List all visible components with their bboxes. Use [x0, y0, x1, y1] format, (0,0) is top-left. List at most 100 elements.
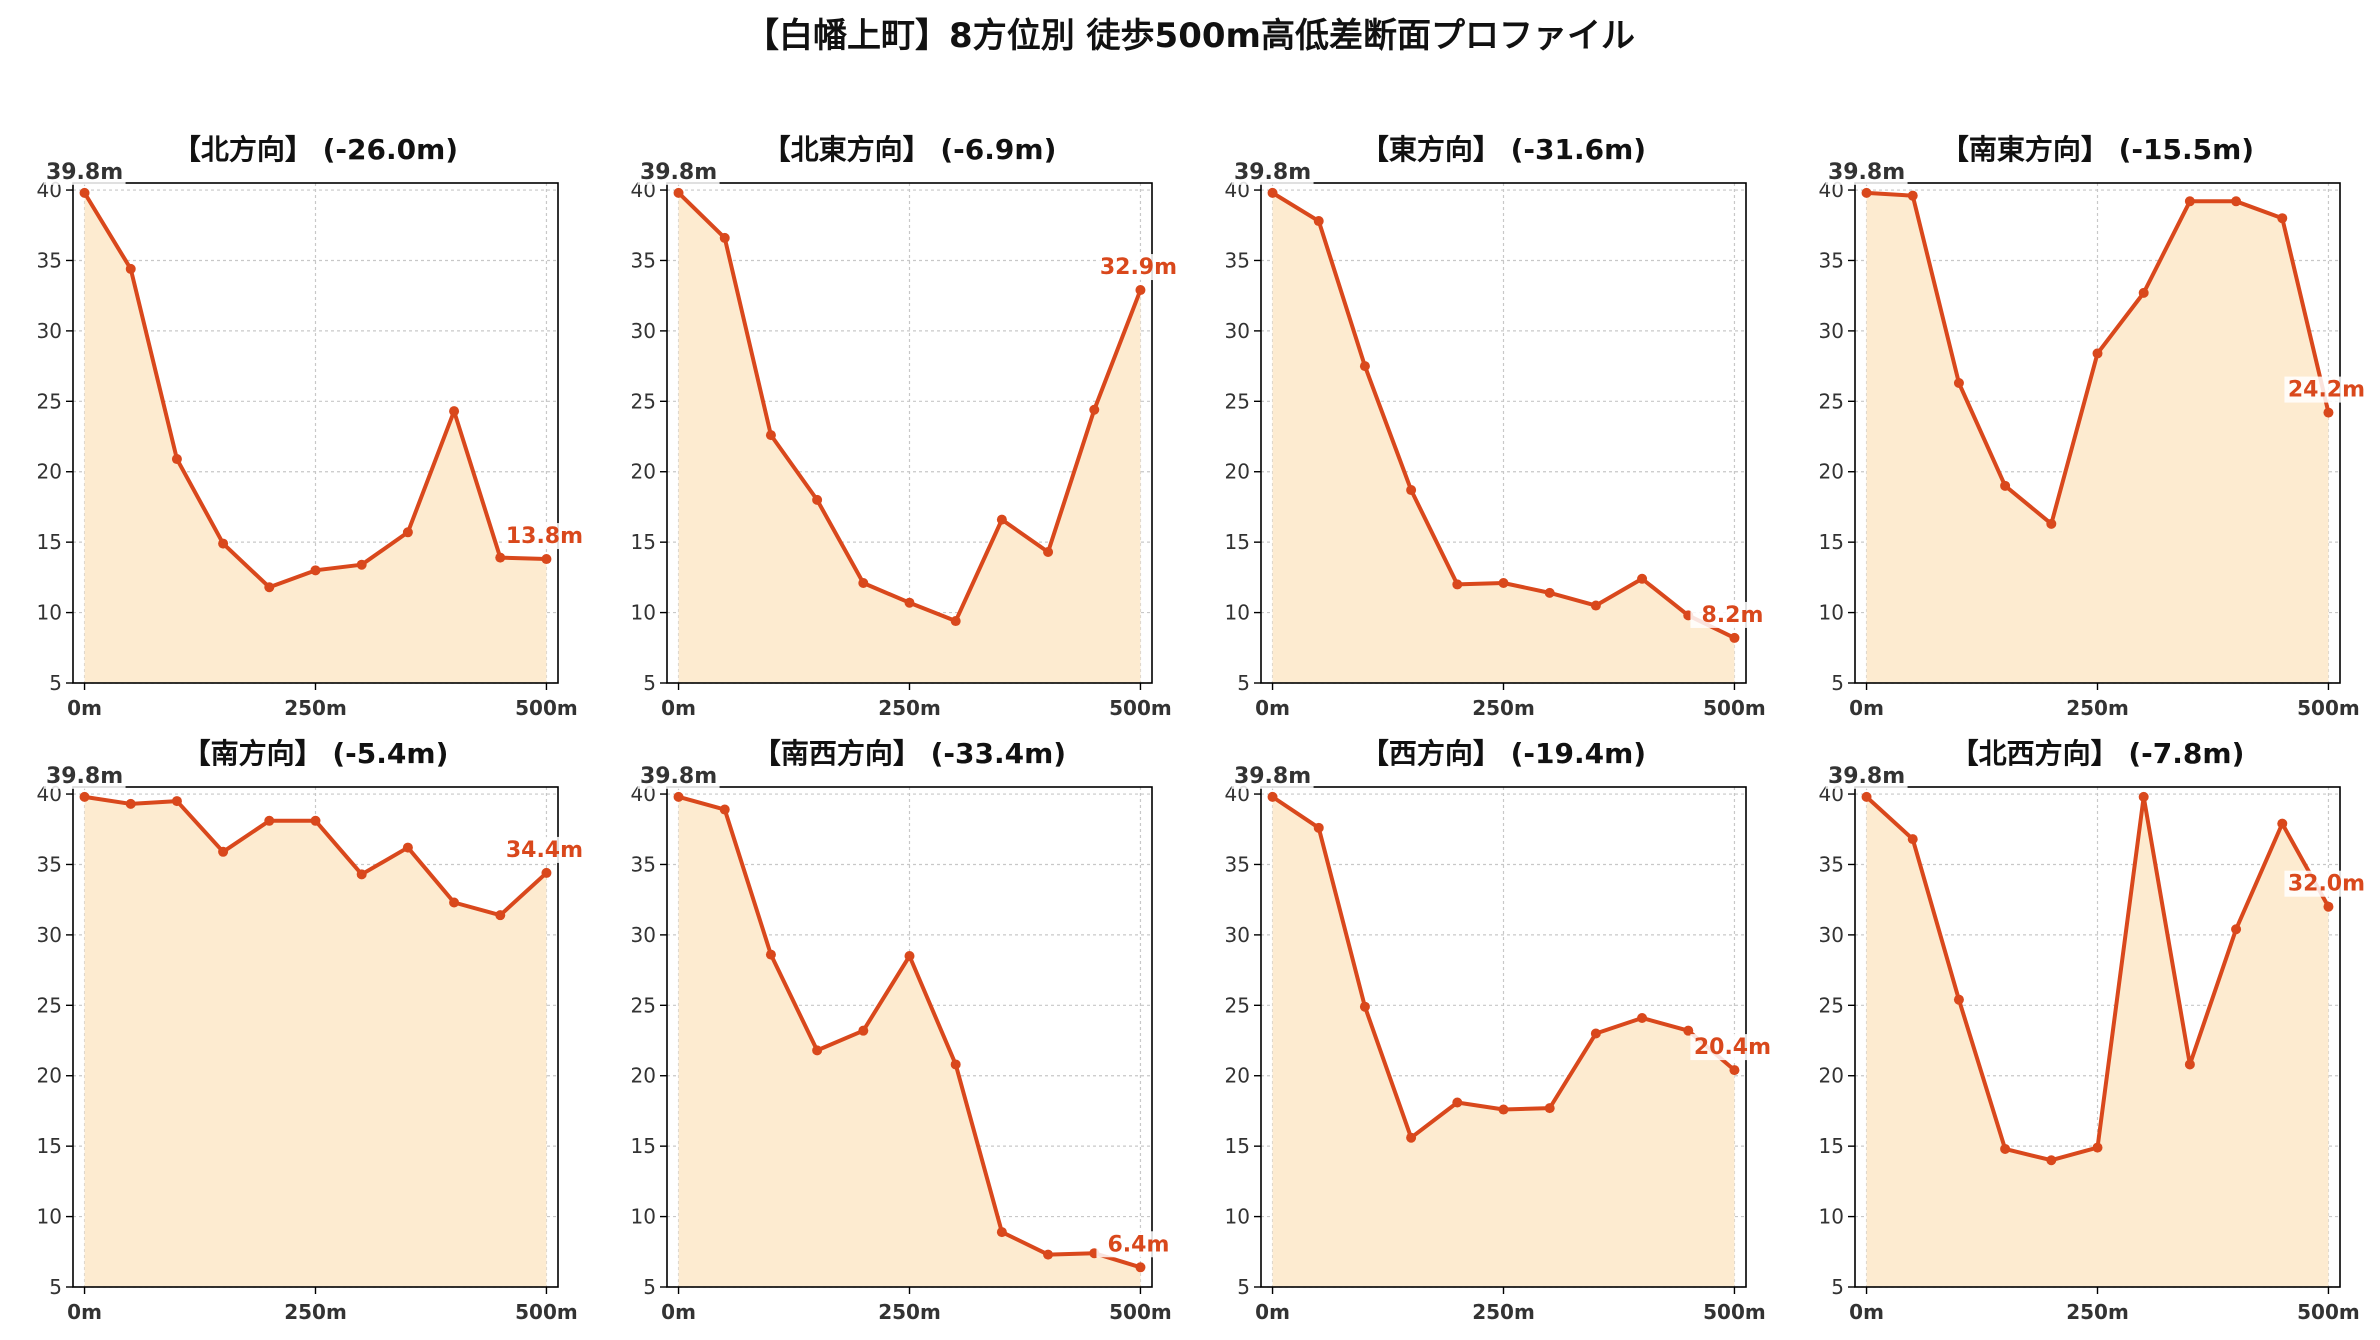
data-point	[1043, 547, 1054, 558]
y-tick-label: 10	[1225, 601, 1250, 625]
start-label-bg	[1825, 762, 1908, 789]
data-point	[2323, 901, 2334, 912]
data-point	[1637, 573, 1648, 584]
y-tick-label: 15	[1225, 530, 1250, 554]
data-point	[125, 798, 136, 809]
panel-title: 【北西方向】 (-7.8m)	[1951, 737, 2245, 770]
data-point	[1359, 361, 1370, 372]
data-point	[1907, 834, 1918, 845]
data-point	[2277, 213, 2288, 224]
data-point	[1861, 791, 1872, 802]
x-tick-label: 250m	[2066, 696, 2129, 720]
data-point	[402, 842, 413, 853]
x-tick-label: 500m	[515, 1300, 578, 1324]
x-tick-label: 500m	[1109, 696, 1172, 720]
data-point	[449, 897, 460, 908]
data-point	[495, 910, 506, 921]
y-tick-label: 30	[631, 319, 656, 343]
y-tick-label: 15	[1819, 1134, 1844, 1158]
x-tick-label: 0m	[661, 1300, 696, 1324]
y-tick-label: 10	[631, 1205, 656, 1229]
y-tick-label: 35	[37, 852, 62, 876]
data-point	[541, 554, 552, 565]
data-point	[904, 951, 915, 962]
data-point	[858, 578, 869, 588]
x-tick-label: 250m	[284, 1300, 347, 1324]
elevation-area	[1272, 796, 1735, 1287]
elevation-area	[1866, 192, 2329, 683]
y-tick-label: 5	[49, 1275, 62, 1299]
data-point	[356, 559, 367, 570]
y-tick-label: 35	[631, 852, 656, 876]
y-tick-label: 25	[1819, 993, 1844, 1017]
y-tick-label: 5	[643, 671, 656, 695]
x-tick-label: 500m	[1109, 1300, 1172, 1324]
data-point	[1861, 187, 1872, 198]
data-point	[1498, 1104, 1509, 1115]
start-elevation-label: 39.8m	[1828, 160, 1905, 185]
data-point	[356, 869, 367, 880]
y-tick-label: 25	[1225, 389, 1250, 413]
y-tick-label: 20	[1225, 460, 1250, 484]
y-tick-label: 30	[1819, 923, 1844, 947]
y-tick-label: 25	[37, 389, 62, 413]
data-point	[858, 1025, 869, 1036]
x-tick-label: 500m	[515, 696, 578, 720]
data-point	[171, 454, 182, 465]
data-point	[765, 949, 776, 960]
data-point	[1683, 1025, 1694, 1036]
y-tick-label: 20	[631, 1064, 656, 1088]
data-point	[2138, 791, 2149, 802]
end-elevation-label: 6.4m	[1107, 1232, 1169, 1257]
data-point	[1729, 632, 1740, 643]
data-point	[1359, 1001, 1370, 1012]
elevation-area	[84, 796, 547, 1287]
start-label-bg	[43, 158, 126, 185]
x-tick-label: 250m	[284, 696, 347, 720]
data-point	[673, 187, 684, 198]
y-tick-label: 10	[1819, 601, 1844, 625]
y-tick-label: 30	[1819, 319, 1844, 343]
data-point	[310, 565, 321, 576]
y-tick-label: 30	[37, 319, 62, 343]
data-point	[812, 494, 823, 505]
x-tick-label: 0m	[1255, 1300, 1290, 1324]
data-point	[996, 1227, 1007, 1238]
data-point	[904, 597, 915, 608]
data-point	[1729, 1065, 1740, 1076]
data-point	[2092, 348, 2103, 359]
x-tick-label: 0m	[1849, 696, 1884, 720]
data-point	[1406, 1132, 1417, 1143]
y-tick-label: 5	[49, 671, 62, 695]
data-point	[2092, 1142, 2103, 1153]
y-tick-label: 5	[1831, 1275, 1844, 1299]
end-label-bg	[2284, 376, 2369, 403]
data-point	[1267, 791, 1278, 802]
data-point	[719, 804, 730, 815]
data-point	[449, 406, 460, 417]
panel-title: 【南東方向】 (-15.5m)	[1941, 133, 2254, 166]
data-point	[950, 616, 961, 627]
start-elevation-label: 39.8m	[46, 160, 123, 185]
elevation-area	[84, 192, 547, 683]
data-point	[2184, 1059, 2195, 1070]
y-tick-label: 25	[631, 993, 656, 1017]
data-point	[1406, 485, 1417, 496]
data-point	[402, 527, 413, 538]
y-tick-label: 15	[631, 1134, 656, 1158]
elevation-area	[1272, 192, 1735, 683]
data-point	[1089, 404, 1100, 415]
y-tick-label: 20	[37, 1064, 62, 1088]
end-label-bg	[1096, 1231, 1181, 1258]
end-elevation-label: 34.4m	[506, 838, 583, 863]
x-tick-label: 250m	[878, 696, 941, 720]
data-point	[264, 582, 275, 593]
data-point	[541, 867, 552, 878]
data-point	[79, 791, 90, 802]
y-tick-label: 10	[631, 601, 656, 625]
x-tick-label: 500m	[1703, 696, 1766, 720]
data-point	[2231, 924, 2242, 935]
